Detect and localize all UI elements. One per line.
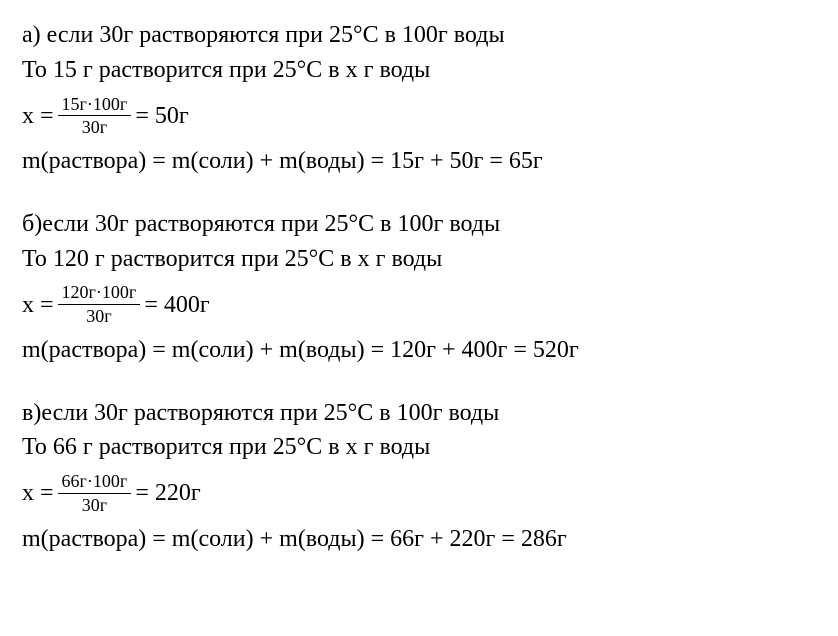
fraction-a: 15г·100г 30г <box>58 94 132 138</box>
equation-b: x = 120г·100г 30г = 400г <box>22 282 816 326</box>
equation-c: x = 66г·100г 30г = 220г <box>22 471 816 515</box>
block-a: а) если 30г растворяются при 25°С в 100г… <box>22 18 816 179</box>
mass-c: m(раствора) = m(соли) + m(воды) = 66г + … <box>22 522 816 557</box>
eq-b-rhs: = 400г <box>144 293 209 317</box>
frac-a-num: 15г·100г <box>58 94 132 117</box>
frac-b-den: 30г <box>82 305 115 327</box>
frac-a-den: 30г <box>78 116 111 138</box>
fraction-c: 66г·100г 30г <box>58 471 132 515</box>
mass-a: m(раствора) = m(соли) + m(воды) = 15г + … <box>22 144 816 179</box>
block-c: в)если 30г растворяются при 25°С в 100г … <box>22 396 816 557</box>
equation-a: x = 15г·100г 30г = 50г <box>22 94 816 138</box>
eq-a-rhs: = 50г <box>135 104 188 128</box>
fraction-b: 120г·100г 30г <box>58 282 141 326</box>
frac-c-den: 30г <box>78 494 111 516</box>
text-a-line1: а) если 30г растворяются при 25°С в 100г… <box>22 18 816 53</box>
text-c-line1: в)если 30г растворяются при 25°С в 100г … <box>22 396 816 431</box>
text-a-line2: То 15 г растворится при 25°С в х г воды <box>22 53 816 88</box>
mass-b: m(раствора) = m(соли) + m(воды) = 120г +… <box>22 333 816 368</box>
text-b-line1: б)если 30г растворяются при 25°С в 100г … <box>22 207 816 242</box>
frac-b-num: 120г·100г <box>58 282 141 305</box>
eq-b-lhs: x = <box>22 293 54 317</box>
text-c-line2: То 66 г растворится при 25°С в х г воды <box>22 430 816 465</box>
eq-a-lhs: x = <box>22 104 54 128</box>
frac-c-num: 66г·100г <box>58 471 132 494</box>
eq-c-lhs: x = <box>22 481 54 505</box>
eq-c-rhs: = 220г <box>135 481 200 505</box>
text-b-line2: То 120 г растворится при 25°С в х г воды <box>22 242 816 277</box>
block-b: б)если 30г растворяются при 25°С в 100г … <box>22 207 816 368</box>
